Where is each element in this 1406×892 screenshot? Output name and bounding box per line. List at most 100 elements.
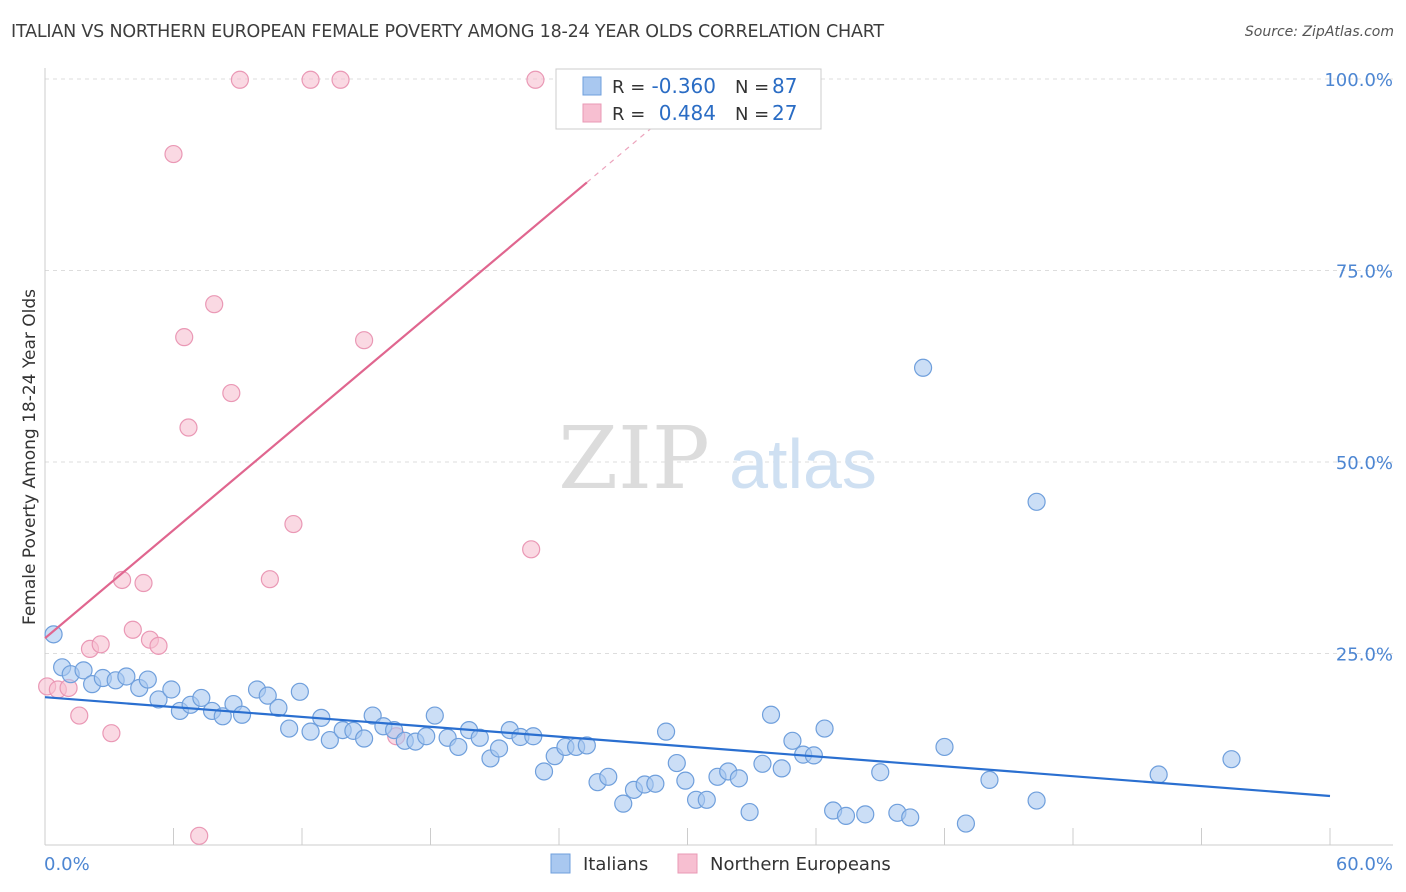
northern-trend-extension xyxy=(586,115,667,183)
italians-point xyxy=(320,730,339,750)
watermark-atlas: atlas xyxy=(729,425,877,503)
watermark-zip: ZIP xyxy=(558,409,710,509)
northern-point xyxy=(230,70,249,89)
northern-point xyxy=(260,570,279,589)
italians-point xyxy=(856,805,875,824)
italians-point xyxy=(729,769,749,788)
italians-point xyxy=(980,770,999,789)
northern-point xyxy=(284,514,303,534)
italians-point xyxy=(258,686,277,705)
italians-points xyxy=(44,358,1241,833)
italians-point xyxy=(449,737,468,757)
northern-point xyxy=(91,635,110,654)
bottom-legend: Italians Northern Europeans xyxy=(550,853,891,875)
italians-point xyxy=(534,762,554,781)
northern-point xyxy=(175,328,194,347)
italians-point xyxy=(783,731,802,750)
x-tick-max: 60.0% xyxy=(1336,854,1393,875)
y-tick-labels: 25.0% 50.0% 75.0% 100.0% xyxy=(1324,70,1393,666)
italians-point xyxy=(614,794,633,813)
italians-point xyxy=(599,767,618,786)
italians-point xyxy=(280,719,299,738)
bottom-legend-northern: Northern Europeans xyxy=(710,854,891,875)
italians-point xyxy=(470,728,489,747)
legend-n-label: N = xyxy=(735,77,769,98)
italians-point xyxy=(363,706,382,725)
y-tick-label: 25.0% xyxy=(1336,645,1393,666)
legend-swatch-italians xyxy=(582,76,602,96)
legend: R = -0.360 N = 87 R = 0.484 N = 27 xyxy=(555,68,822,130)
italians-point xyxy=(676,771,695,790)
northern-point xyxy=(134,573,153,593)
legend-italians-r: -0.360 xyxy=(652,74,716,98)
italians-point xyxy=(956,814,976,833)
legend-n-label-2: N = xyxy=(735,104,769,125)
italians-point xyxy=(425,706,444,725)
italians-point xyxy=(44,625,63,644)
italians-point xyxy=(269,698,288,717)
watermark: ZIP atlas xyxy=(558,409,877,509)
northern-point xyxy=(149,636,168,655)
axis-layer xyxy=(44,68,1393,846)
italians-point xyxy=(901,808,920,827)
northern-point xyxy=(70,706,89,725)
italians-point xyxy=(740,802,759,822)
chart-source: Source: ZipAtlas.com xyxy=(1244,24,1394,40)
italians-point xyxy=(656,722,676,741)
italians-point xyxy=(1027,791,1046,810)
northern-point xyxy=(190,826,209,845)
italians-point xyxy=(697,790,716,809)
italians-point xyxy=(836,806,856,825)
y-tick-label: 75.0% xyxy=(1336,262,1393,283)
italians-point xyxy=(577,736,596,755)
italians-point xyxy=(1149,765,1168,784)
northern-point xyxy=(102,724,121,743)
legend-northern-r: 0.484 xyxy=(659,101,716,125)
northern-point xyxy=(301,70,320,89)
italians-point xyxy=(417,727,436,746)
italians-point xyxy=(192,688,211,708)
legend-northern-n: 27 xyxy=(772,101,797,125)
italians-point xyxy=(290,682,309,701)
northern-point xyxy=(205,295,224,314)
legend-r-label: R = xyxy=(612,77,645,98)
chart-title: ITALIAN VS NORTHERN EUROPEAN FEMALE POVE… xyxy=(11,22,884,42)
italians-point xyxy=(871,763,890,782)
northern-trend-line xyxy=(44,181,588,640)
italians-point xyxy=(1222,750,1241,769)
italians-point xyxy=(753,754,772,773)
legend-italians-n: 87 xyxy=(772,74,797,98)
northern-point xyxy=(526,70,545,89)
italians-point xyxy=(74,661,93,680)
y-tick-label: 100.0% xyxy=(1324,70,1393,91)
italians-point xyxy=(138,670,157,689)
italians-point xyxy=(1027,492,1046,511)
northern-point xyxy=(355,331,374,350)
italians-point xyxy=(355,729,374,748)
northern-point xyxy=(222,383,241,403)
trend-lines xyxy=(44,115,1331,798)
x-tick-min: 0.0% xyxy=(44,854,90,875)
italians-point xyxy=(815,719,834,738)
northern-point xyxy=(164,144,183,164)
italians-point xyxy=(489,739,509,758)
northern-point xyxy=(179,418,198,437)
italians-point xyxy=(935,737,954,757)
legend-r-label-2: R = xyxy=(612,104,645,125)
italians-point xyxy=(384,720,404,740)
bottom-legend-italians: Italians xyxy=(583,854,648,875)
italians-point xyxy=(117,667,136,686)
northern-point xyxy=(123,620,142,639)
italians-point xyxy=(772,759,791,778)
legend-swatch-northern xyxy=(582,103,602,123)
italians-point xyxy=(913,358,933,377)
italians-trend-line xyxy=(44,696,1331,798)
y-tick-label: 50.0% xyxy=(1336,453,1393,474)
italians-point xyxy=(761,705,781,724)
y-axis-title: Female Poverty Among 18-24 Year Olds xyxy=(20,289,40,625)
northern-point xyxy=(331,70,350,89)
grid-layer xyxy=(45,78,1393,654)
italians-point xyxy=(232,705,252,724)
italians-point xyxy=(149,690,168,709)
